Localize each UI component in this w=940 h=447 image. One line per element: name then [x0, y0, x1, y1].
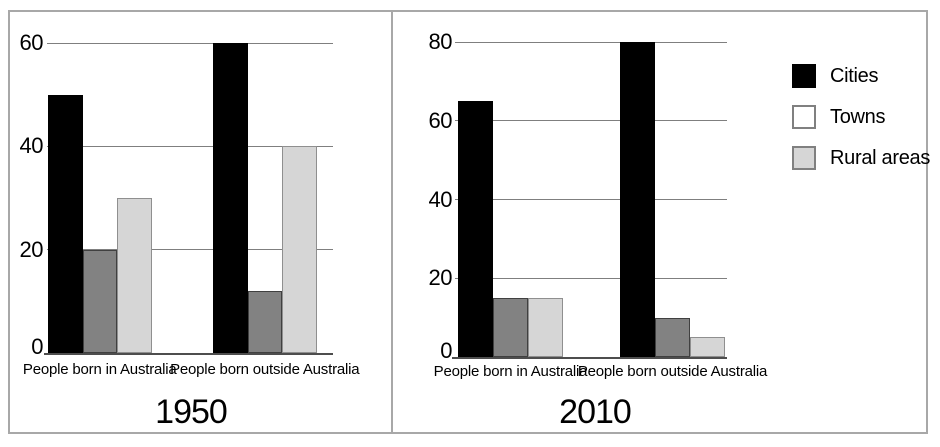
category-label-people-born-outside-australia: People born outside Australia: [170, 361, 360, 378]
bar-2010-people-born-in-australia-cities: [458, 101, 493, 357]
bar-1950-people-born-in-australia-rural-areas: [117, 198, 152, 353]
legend-item-cities: Cities: [792, 64, 930, 88]
chart-title-2010: 2010: [559, 393, 632, 431]
legend-label-rural-areas: Rural areas: [830, 147, 931, 169]
y-tick-label-60: 60: [428, 107, 453, 133]
bar-2010-people-born-outside-australia-cities: [620, 42, 655, 357]
gridline-80: [455, 41, 727, 43]
y-tick-label-20: 20: [428, 265, 453, 291]
bar-1950-people-born-outside-australia-cities: [213, 43, 248, 353]
x-axis-line-1950: [44, 353, 333, 355]
towns-legend-swatch: [792, 105, 816, 129]
gridline-20: [455, 277, 727, 279]
y-tick-label-20: 20: [19, 236, 44, 262]
y-tick-label-60: 60: [19, 30, 44, 55]
gridline-60: [455, 120, 727, 122]
bar-1950-people-born-outside-australia-rural-areas: [282, 146, 317, 353]
category-label-people-born-outside-australia: People born outside Australia: [577, 363, 768, 380]
gridline-20: [47, 249, 333, 251]
gridline-60: [47, 42, 333, 44]
category-label-people-born-in-australia: People born in Australia: [433, 363, 588, 380]
bar-1950-people-born-outside-australia-towns: [247, 291, 282, 353]
chart-title-1950: 1950: [155, 393, 228, 431]
bar-2010-people-born-in-australia-towns: [493, 297, 528, 357]
y-tick-label-0: 0: [31, 334, 43, 359]
y-tick-label-40: 40: [19, 133, 44, 159]
legend-label-cities: Cities: [830, 65, 879, 87]
gridline-40: [47, 145, 333, 147]
chart-legend: Cities Towns Rural areas: [792, 64, 930, 187]
x-axis-line-2010: [452, 357, 727, 359]
y-tick-label-0: 0: [440, 338, 452, 363]
bar-2010-people-born-outside-australia-rural-areas: [690, 337, 725, 357]
bar-1950-people-born-in-australia-cities: [48, 94, 83, 353]
bar-1950-people-born-in-australia-towns: [82, 249, 117, 353]
legend-item-rural-areas: Rural areas: [792, 146, 930, 170]
legend-item-towns: Towns: [792, 105, 930, 129]
category-label-people-born-in-australia: People born in Australia: [22, 361, 177, 378]
cities-legend-swatch: [792, 64, 816, 88]
panel-divider: [391, 11, 393, 433]
bar-2010-people-born-in-australia-rural-areas: [528, 297, 563, 357]
y-tick-label-80: 80: [428, 29, 453, 54]
gridline-40: [455, 199, 727, 200]
y-tick-label-40: 40: [428, 186, 453, 212]
legend-label-towns: Towns: [830, 106, 886, 128]
bar-2010-people-born-outside-australia-towns: [655, 317, 690, 357]
rural-areas-legend-swatch: [792, 146, 816, 170]
